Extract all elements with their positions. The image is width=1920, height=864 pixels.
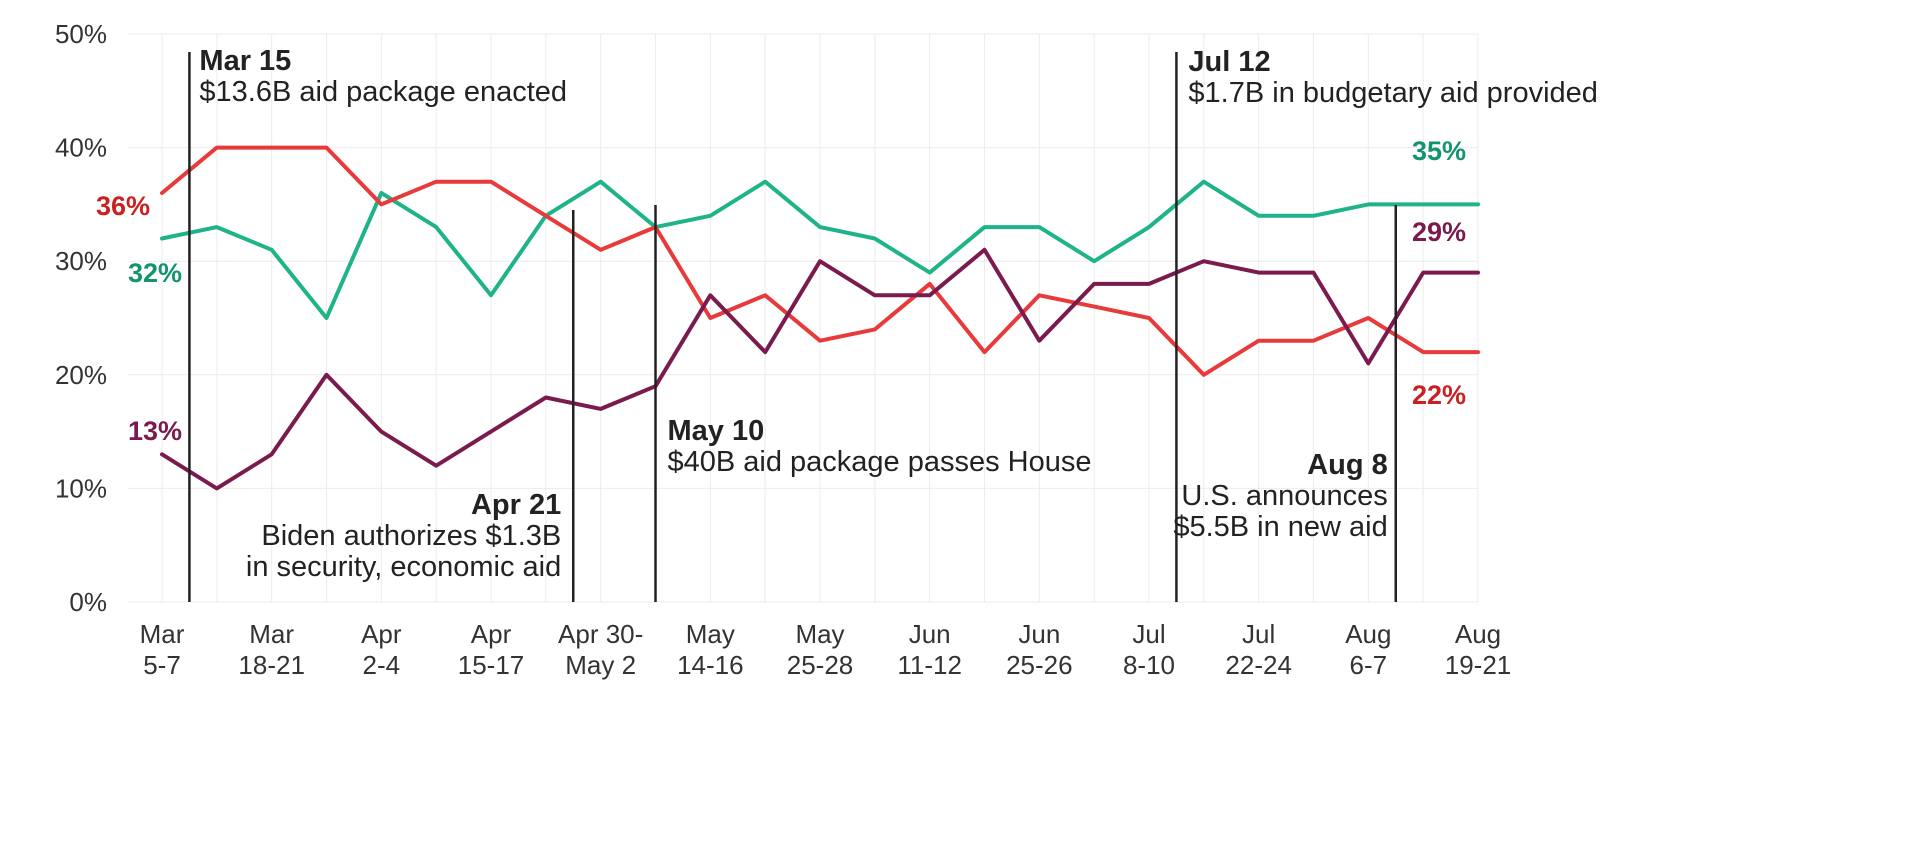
series-line-red: [160, 145, 1480, 377]
event-description: $1.7B in budgetary aid provided: [1188, 77, 1598, 109]
x-tick-label: Apr 30-May 2: [558, 619, 643, 680]
series-end-label: 35%: [1412, 136, 1466, 166]
x-axis-ticks: Mar 5-7 Mar 18-21 Apr 2-4 Apr 15-17 Apr 30-May 2…: [140, 619, 1512, 680]
x-tick-label: Aug 6-7: [1345, 619, 1391, 680]
x-tick-label: May 25-28: [787, 619, 854, 680]
y-tick-label: 10%: [55, 473, 107, 503]
y-tick-label: 30%: [55, 246, 107, 276]
series-end-label: 22%: [1412, 380, 1466, 410]
x-tick-label: Apr 15-17: [458, 619, 525, 680]
event-lines: [188, 52, 1397, 602]
x-tick-label: Mar 5-7: [140, 619, 185, 680]
x-tick-label: Jul 8-10: [1123, 619, 1175, 680]
series-start-label: 36%: [96, 191, 150, 221]
y-tick-label: 50%: [55, 19, 107, 49]
x-tick-label: Jun 11-12: [897, 619, 962, 680]
event-description: in security, economic aid: [246, 551, 561, 583]
event-date: Jul 12: [1188, 46, 1270, 78]
series-line-purple: [160, 247, 1480, 491]
series-start-label: 13%: [128, 416, 182, 446]
event-description: $40B aid package passes House: [668, 446, 1092, 478]
y-axis-ticks: 0% 10% 20% 30% 40% 50%: [55, 19, 107, 617]
series-line-green: [160, 179, 1480, 320]
x-tick-label: Aug 19-21: [1445, 619, 1512, 680]
event-date: Mar 15: [199, 45, 291, 77]
y-tick-label: 0%: [69, 587, 107, 617]
y-tick-label: 20%: [55, 360, 107, 390]
x-tick-label: Jun 25-26: [1006, 619, 1073, 680]
series-lines: [160, 145, 1480, 491]
x-tick-label: Apr 2-4: [361, 619, 402, 680]
y-tick-label: 40%: [55, 133, 107, 163]
event-annotations: Mar 15$13.6B aid package enacted Apr 21Bi…: [199, 45, 1598, 583]
event-date: Apr 21: [471, 489, 561, 521]
series-end-labels: 32% 35% 36% 22% 13% 29%: [96, 136, 1466, 446]
event-date: May 10: [668, 415, 765, 447]
x-tick-label: May 14-16: [677, 619, 744, 680]
series-start-label: 32%: [128, 258, 182, 288]
x-tick-label: Jul 22-24: [1225, 619, 1292, 680]
x-tick-label: Mar 18-21: [238, 619, 305, 680]
event-description: U.S. announces: [1181, 480, 1387, 512]
event-date: Aug 8: [1307, 449, 1388, 481]
event-description: $13.6B aid package enacted: [199, 76, 567, 108]
series-end-label: 29%: [1412, 217, 1466, 247]
event-description: Biden authorizes $1.3B: [261, 520, 561, 552]
event-description: $5.5B in new aid: [1173, 511, 1387, 543]
